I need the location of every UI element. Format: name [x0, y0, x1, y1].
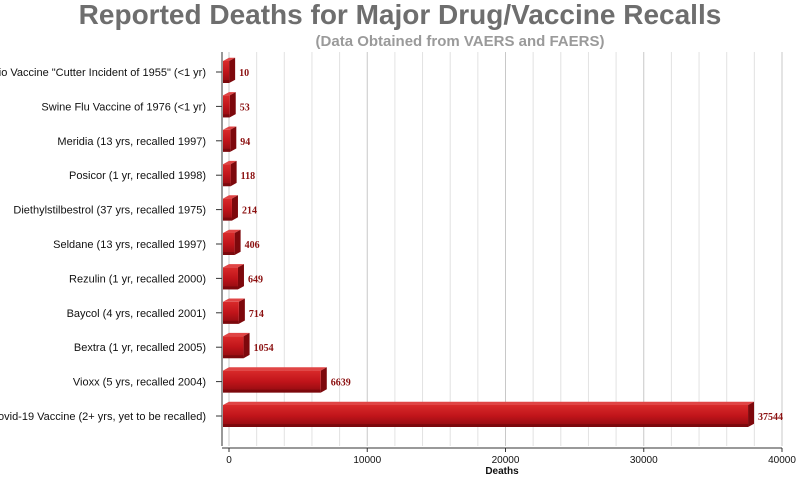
bar [223, 298, 245, 324]
bar-front-face [223, 267, 238, 290]
bar-bottom-shade [223, 183, 231, 187]
bar-top-face [223, 401, 755, 405]
data-label: 1054 [254, 343, 274, 354]
category-label: Posicor (1 yr, recalled 1998) [69, 170, 206, 182]
bar-side-face [229, 57, 236, 83]
data-label: 714 [249, 309, 264, 320]
bar-top-face [223, 195, 238, 199]
data-label: 406 [245, 240, 260, 251]
bar [223, 160, 237, 187]
bar-top-face [223, 298, 245, 302]
bar-top-face [223, 160, 237, 165]
x-tick-label: 40000 [768, 455, 796, 466]
bar [223, 401, 755, 427]
bar-front-face [223, 129, 231, 152]
bar [223, 229, 241, 255]
category-label: Vioxx (5 yrs, recalled 2004) [73, 377, 206, 389]
bar-bottom-shade [223, 148, 231, 152]
category-label: Meridia (13 yrs, recalled 1997) [57, 136, 206, 148]
bar-side-face [243, 332, 250, 359]
x-tick-label: 30000 [630, 455, 658, 466]
bar-bottom-shade [223, 80, 230, 83]
bar [223, 264, 244, 290]
category-label: Rezulin (1 yr, recalled 2000) [69, 273, 206, 285]
x-tick-label: 0 [226, 455, 232, 466]
bar-front-face [223, 370, 321, 393]
bar [223, 332, 250, 359]
bar-front-face [223, 95, 230, 118]
bar-bottom-shade [223, 320, 239, 324]
bar-side-face [234, 229, 241, 255]
bar-bottom-shade [223, 424, 749, 427]
category-label: Diethylstilbestrol (37 yrs, recalled 197… [13, 205, 206, 217]
bar-side-face [237, 264, 244, 290]
x-tick-label: 20000 [492, 455, 520, 466]
bar-top-face [223, 126, 237, 130]
data-label: 214 [242, 206, 257, 217]
category-label: Polio Vaccine "Cutter Incident of 1955" … [0, 67, 206, 79]
bar-side-face [748, 401, 755, 427]
bar-side-face [230, 126, 237, 152]
bar [223, 57, 236, 83]
category-label: Baycol (4 yrs, recalled 2001) [67, 308, 206, 320]
data-label: 649 [248, 274, 263, 285]
data-label: 37544 [758, 412, 783, 423]
bar-top-face [223, 92, 236, 96]
bar-top-face [223, 332, 250, 337]
data-label: 10 [239, 68, 249, 79]
bar-top-face [223, 264, 244, 268]
bars [223, 57, 755, 427]
bar-side-face [230, 160, 237, 187]
category-label: Bextra (1 yr, recalled 2005) [74, 342, 206, 354]
bar-bottom-shade [223, 217, 232, 221]
bar-bottom-shade [223, 286, 238, 290]
labels: 0 10000 20000 30000 40000 Polio Vaccine "Cutt… [0, 67, 796, 466]
bar-bottom-shade [223, 355, 244, 359]
x-tick-label: 10000 [353, 455, 381, 466]
bar-side-face [229, 92, 236, 118]
bar-side-face [320, 367, 327, 393]
bar-side-face [231, 195, 238, 221]
axes [216, 52, 783, 452]
data-label: 94 [240, 137, 250, 148]
chart-title: Reported Deaths for Major Drug/Vaccine R… [78, 0, 722, 30]
category-label: Swine Flu Vaccine of 1976 (<1 yr) [41, 101, 206, 113]
category-label: Seldane (13 yrs, recalled 1997) [53, 239, 206, 251]
bar-top-face [223, 229, 241, 233]
bar-side-face [238, 298, 245, 324]
bar-front-face [223, 233, 235, 255]
data-label: 6639 [331, 378, 351, 389]
bar-front-face [223, 336, 244, 359]
chart-subtitle: (Data Obtained from VAERS and FAERS) [315, 33, 605, 50]
bar [223, 92, 236, 118]
bar-front-face [223, 198, 232, 221]
x-axis-title: Deaths [485, 466, 519, 477]
data-label: 118 [241, 171, 255, 182]
bar-top-face [223, 367, 327, 371]
bar-front-face [223, 301, 239, 324]
bar-front-face [223, 164, 231, 187]
bar [223, 367, 327, 393]
bar-front-face [223, 61, 230, 83]
bar [223, 126, 237, 152]
bar [223, 195, 238, 221]
category-label: Covid-19 Vaccine (2+ yrs, yet to be reca… [0, 411, 206, 423]
data-label: 53 [240, 102, 250, 113]
bar-top-face [223, 57, 236, 61]
bar-bottom-shade [223, 252, 235, 255]
bar-bottom-shade [223, 389, 321, 393]
bar-bottom-shade [223, 114, 230, 118]
bar-front-face [223, 405, 749, 427]
